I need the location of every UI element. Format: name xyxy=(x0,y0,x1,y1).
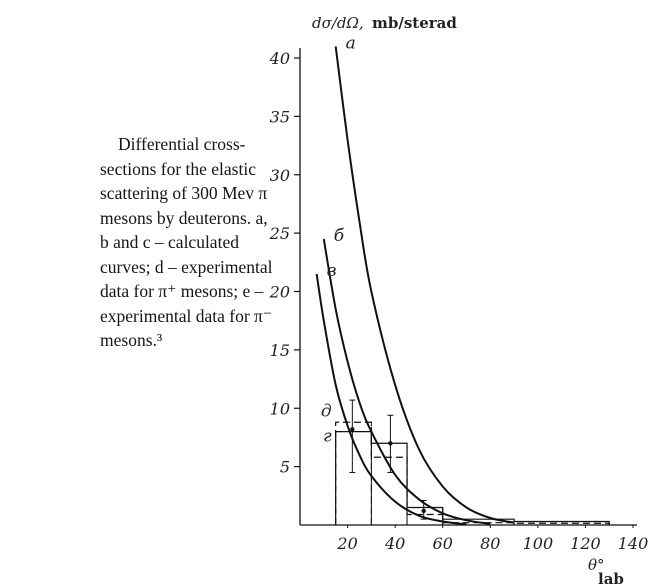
x-tick-label-60: 60 xyxy=(433,534,453,553)
curve-1 xyxy=(322,238,491,525)
y-tick-label-10: 10 xyxy=(270,399,290,418)
y-tick-label-5: 5 xyxy=(280,458,290,477)
histogram-label-0: д xyxy=(321,401,332,421)
histograms: дг xyxy=(321,401,610,525)
x-tick-label-120: 120 xyxy=(570,534,601,553)
y-tick-label-25: 25 xyxy=(269,224,290,243)
error-point-0 xyxy=(350,427,355,432)
curve-label-2: в xyxy=(327,261,337,281)
histogram-0 xyxy=(335,421,610,525)
histogram-1 xyxy=(335,431,610,525)
x-tick-label-20: 20 xyxy=(336,534,357,553)
curves: а бв xyxy=(315,33,515,526)
x-tick-label-40: 40 xyxy=(384,534,405,553)
error-point-2 xyxy=(421,508,426,514)
labels: dσ/dΩ, mb/sterad θ° lab xyxy=(312,14,624,587)
y-tick-label-35: 35 xyxy=(270,107,290,126)
y-tick-label-20: 20 xyxy=(269,283,290,302)
y-tick-label-15: 15 xyxy=(270,341,290,360)
y-tick-label-40: 40 xyxy=(269,49,290,68)
x-tick-label-140: 140 xyxy=(618,534,649,553)
curve-label-0: а xyxy=(346,33,356,53)
curve-label-1: б xyxy=(334,226,345,246)
y-tick-label-30: 30 xyxy=(270,166,290,185)
y-axis-title-units: mb/sterad xyxy=(372,14,457,32)
x-tick-label-100: 100 xyxy=(523,534,554,553)
axes xyxy=(299,48,637,526)
x-axis-title: θ° xyxy=(588,556,605,574)
curve-0 xyxy=(334,46,515,524)
curve-2 xyxy=(315,273,467,526)
caption-text: Differential cross-sections for the elas… xyxy=(100,134,273,350)
y-axis-title-italic: dσ/dΩ, xyxy=(312,14,364,32)
x-tick-label-80: 80 xyxy=(480,534,500,553)
histogram-label-1: г xyxy=(323,427,332,447)
ticks: 5 10 15 20 25 30 35 40 20 40 60 80 100 120 140 xyxy=(269,49,649,553)
x-axis-title-subscript: lab xyxy=(598,570,624,587)
figure-caption: Differential cross-sections for the elas… xyxy=(100,132,280,353)
error-point-1 xyxy=(388,441,393,446)
